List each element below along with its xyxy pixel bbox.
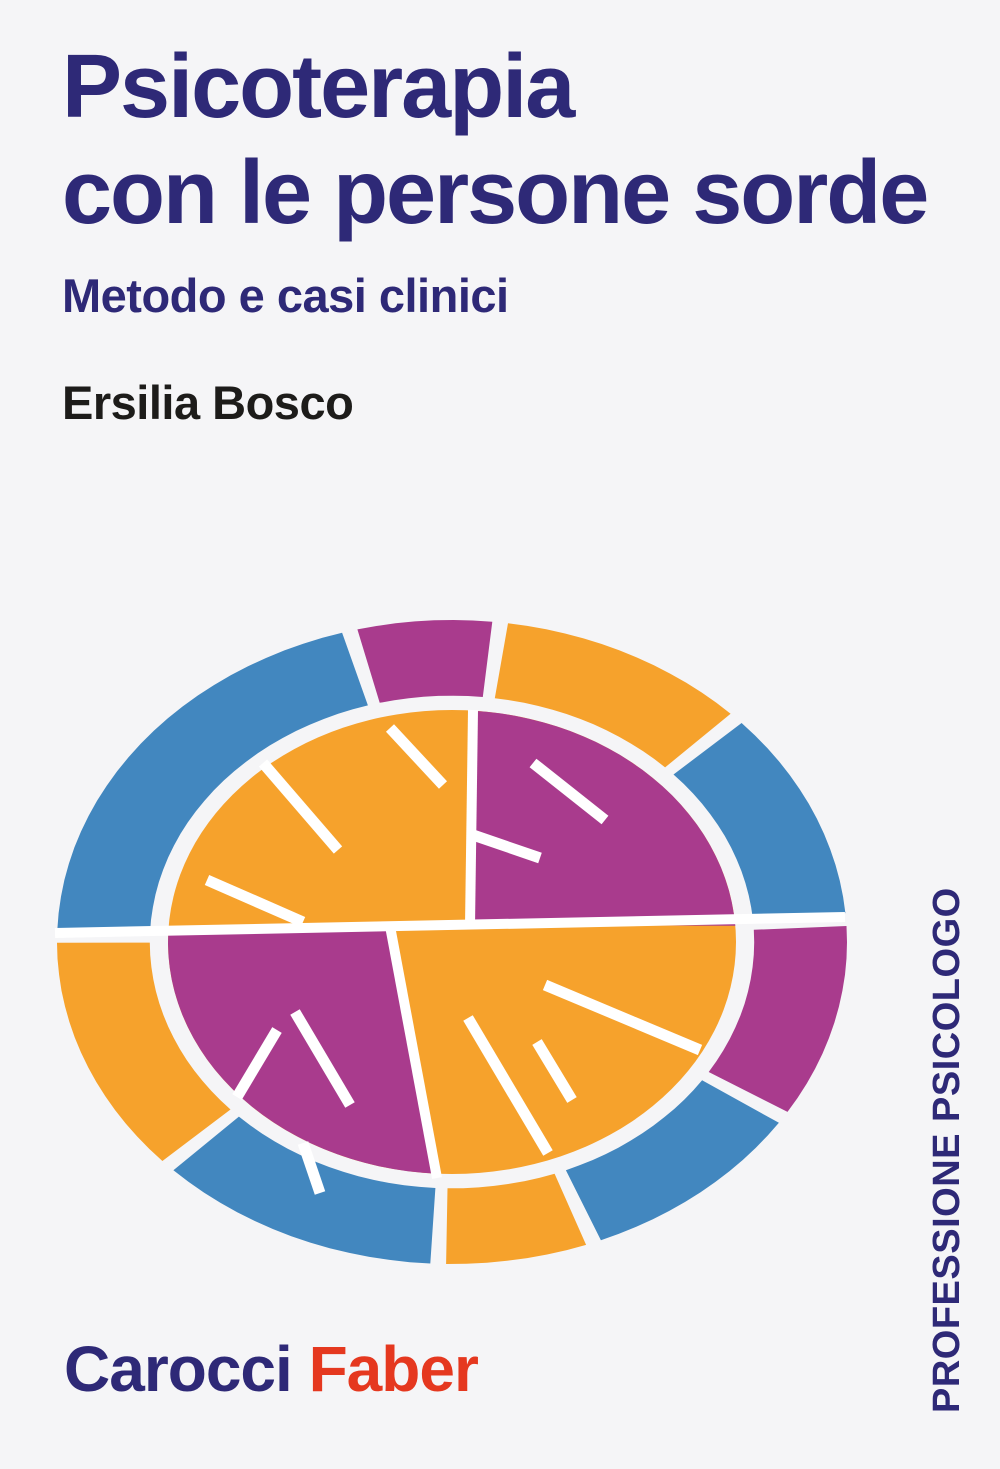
wheel-white-line <box>385 724 448 789</box>
book-subtitle: Metodo e casi clinici <box>62 269 509 322</box>
publisher-faber: Faber <box>308 1333 479 1405</box>
wheel-white-line <box>465 709 478 927</box>
wheel-white-line <box>204 874 306 928</box>
wheel-shape <box>357 620 493 703</box>
wheel-shape <box>57 942 231 1161</box>
author-name: Ersilia Bosco <box>62 376 354 429</box>
wheel-white-line <box>542 979 703 1056</box>
wheel-shape <box>708 926 847 1112</box>
publisher-carocci: Carocci <box>64 1333 293 1405</box>
wheel-white-line <box>258 759 343 854</box>
publisher-logo: Carocci Faber <box>64 1331 479 1408</box>
wheel-white-line <box>532 1039 577 1103</box>
wheel-shape <box>673 723 846 920</box>
wheel-white-line <box>385 925 442 1179</box>
wheel-shape <box>168 928 438 1174</box>
book-title-line2: con le persone sorde <box>62 143 929 243</box>
book-title: Psicoterapia con le persone sorde <box>62 34 929 246</box>
wheel-shape <box>173 1116 436 1264</box>
wheel-shape <box>57 632 368 933</box>
wheel-white-line <box>290 1009 355 1108</box>
series-vertical-label: PROFESSIONE PSICOLOGO <box>926 887 968 1413</box>
book-title-line1: Psicoterapia <box>62 37 575 137</box>
wheel-white-line <box>297 1141 326 1195</box>
wheel-shape <box>446 1173 587 1264</box>
wheel-white-line <box>463 1015 553 1156</box>
wheel-shape <box>494 623 731 768</box>
wheel-shape <box>565 1080 779 1241</box>
wheel-white-line <box>529 758 609 825</box>
wheel-white-line <box>232 1027 282 1100</box>
wheel-white-line <box>471 829 542 864</box>
wheel-white-line <box>54 912 846 938</box>
